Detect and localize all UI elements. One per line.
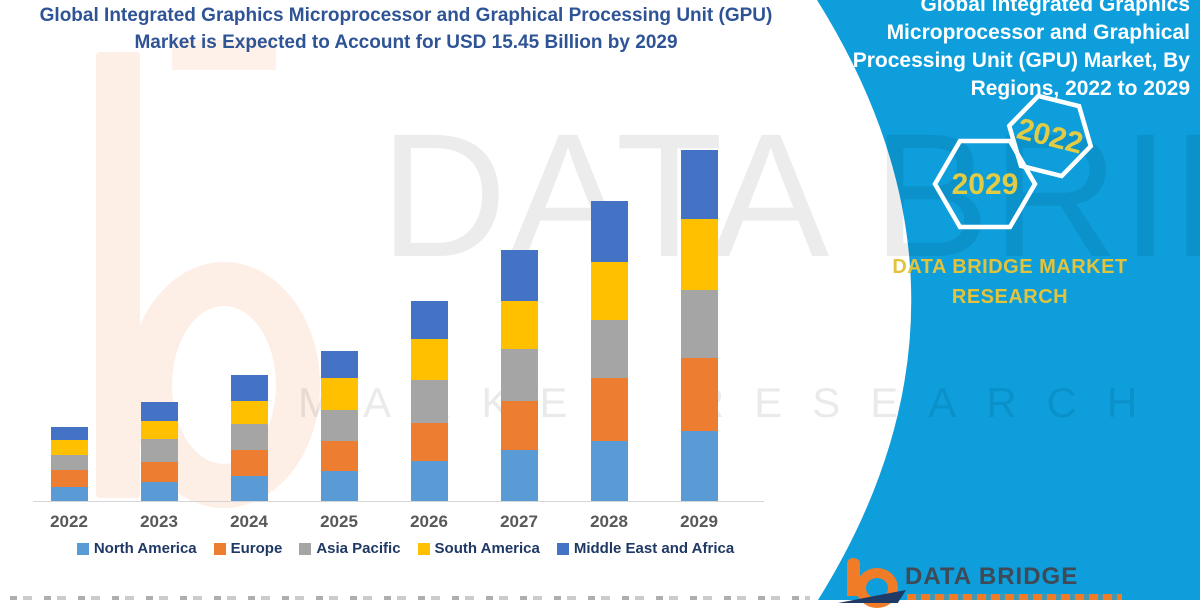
bar-segment-2023-south-america bbox=[141, 421, 178, 440]
bar-segment-2026-south-america bbox=[411, 339, 448, 381]
bar-segment-2029-south-america bbox=[681, 219, 718, 291]
year-hexagons: 2029 2022 bbox=[932, 93, 1094, 230]
bar-segment-2024-middle-east-and-africa bbox=[231, 375, 268, 402]
x-axis-label-2026: 2026 bbox=[410, 512, 448, 531]
bar-2024 bbox=[231, 375, 268, 501]
bar-segment-2025-north-america bbox=[321, 471, 358, 501]
footer-logo-text: DATA BRIDGE bbox=[905, 563, 1079, 590]
side-panel-heading: Global Integrated Graphics Microprocesso… bbox=[852, 0, 1190, 100]
x-axis-label-2029: 2029 bbox=[680, 512, 718, 531]
page-title: Global Integrated Graphics Microprocesso… bbox=[39, 5, 773, 53]
bar-2027 bbox=[501, 250, 538, 501]
bar-2022 bbox=[51, 426, 88, 501]
bar-segment-2028-middle-east-and-africa bbox=[591, 201, 628, 263]
legend-swatch-icon bbox=[299, 542, 312, 555]
legend-item-north-america: North America bbox=[76, 540, 197, 557]
legend-item-south-america: South America bbox=[417, 540, 540, 557]
x-axis-label-2028: 2028 bbox=[590, 512, 628, 531]
bar-segment-2025-europe bbox=[321, 441, 358, 471]
x-axis-label-2027: 2027 bbox=[500, 512, 538, 531]
x-axis-label-2023: 2023 bbox=[140, 512, 178, 531]
bar-2026 bbox=[411, 301, 448, 501]
chart-legend: North America Europe Asia Pacific South Ame… bbox=[33, 540, 778, 557]
bar-segment-2028-europe bbox=[591, 378, 628, 441]
x-axis-label-2025: 2025 bbox=[320, 512, 358, 531]
legend-swatch-icon bbox=[556, 542, 569, 555]
bar-segment-2029-europe bbox=[681, 358, 718, 431]
bar-segment-2025-asia-pacific bbox=[321, 410, 358, 441]
bar-2023 bbox=[141, 402, 178, 501]
bar-segment-2027-north-america bbox=[501, 450, 538, 501]
hexagon-2029: 2029 bbox=[932, 138, 1038, 230]
bar-segment-2025-middle-east-and-africa bbox=[321, 351, 358, 379]
bar-segment-2022-north-america bbox=[51, 486, 88, 501]
bar-segment-2028-south-america bbox=[591, 262, 628, 321]
bar-segment-2029-middle-east-and-africa bbox=[681, 150, 718, 220]
legend-label: Europe bbox=[230, 540, 283, 557]
legend-label: Middle East and Africa bbox=[573, 540, 735, 557]
bar-segment-2027-europe bbox=[501, 401, 538, 451]
legend-swatch-icon bbox=[213, 542, 226, 555]
cropped-caption-strip bbox=[10, 596, 810, 600]
legend-label: North America bbox=[93, 540, 197, 557]
bar-segment-2024-north-america bbox=[231, 476, 268, 501]
bar-segment-2023-europe bbox=[141, 461, 178, 482]
bar-segment-2029-north-america bbox=[681, 431, 718, 501]
x-axis-label-2024: 2024 bbox=[230, 512, 268, 531]
legend-swatch-icon bbox=[417, 542, 430, 555]
bar-segment-2023-north-america bbox=[141, 481, 178, 501]
stacked-bar-chart: 2022 2023 2024 2025 2026 2027 2028 2029 bbox=[33, 141, 763, 531]
hexagon-2029-label: 2029 bbox=[952, 168, 1019, 201]
bar-segment-2024-south-america bbox=[231, 401, 268, 425]
bar-2029 bbox=[681, 150, 718, 501]
legend-item-europe: Europe bbox=[213, 540, 283, 557]
bar-segment-2022-asia-pacific bbox=[51, 454, 88, 470]
legend-label: Asia Pacific bbox=[316, 540, 401, 557]
bar-segment-2027-south-america bbox=[501, 301, 538, 350]
bar-segment-2023-middle-east-and-africa bbox=[141, 402, 178, 422]
bar-segment-2022-europe bbox=[51, 469, 88, 487]
bar-2025 bbox=[321, 351, 358, 501]
bar-segment-2022-south-america bbox=[51, 439, 88, 455]
bar-segment-2026-middle-east-and-africa bbox=[411, 301, 448, 340]
bar-segment-2027-middle-east-and-africa bbox=[501, 250, 538, 302]
bar-segment-2025-south-america bbox=[321, 378, 358, 411]
bar-segment-2026-north-america bbox=[411, 461, 448, 501]
watermark-b-logo-cap bbox=[172, 40, 276, 70]
dbmr-brand-text: DATA BRIDGE MARKET RESEARCH bbox=[892, 256, 1128, 308]
x-axis-line bbox=[33, 501, 764, 502]
bar-segment-2026-europe bbox=[411, 423, 448, 461]
bar-segment-2027-asia-pacific bbox=[501, 349, 538, 402]
bar-segment-2029-asia-pacific bbox=[681, 290, 718, 359]
bar-segment-2028-asia-pacific bbox=[591, 320, 628, 379]
bar-segment-2023-asia-pacific bbox=[141, 439, 178, 462]
bar-segment-2022-middle-east-and-africa bbox=[51, 426, 88, 440]
legend-label: South America bbox=[434, 540, 540, 557]
bar-segment-2024-europe bbox=[231, 450, 268, 476]
bar-segment-2028-north-america bbox=[591, 441, 628, 501]
hexagon-2022-label: 2022 bbox=[1014, 112, 1087, 160]
footer-logo-subtitle-strip bbox=[907, 594, 1122, 600]
legend-item-asia-pacific: Asia Pacific bbox=[299, 540, 401, 557]
legend-item-middle-east-and-africa: Middle East and Africa bbox=[556, 540, 735, 557]
x-axis-label-2022: 2022 bbox=[50, 512, 88, 531]
bar-segment-2024-asia-pacific bbox=[231, 424, 268, 451]
bar-segment-2026-asia-pacific bbox=[411, 380, 448, 424]
legend-swatch-icon bbox=[76, 542, 89, 555]
bar-2028 bbox=[591, 201, 628, 501]
